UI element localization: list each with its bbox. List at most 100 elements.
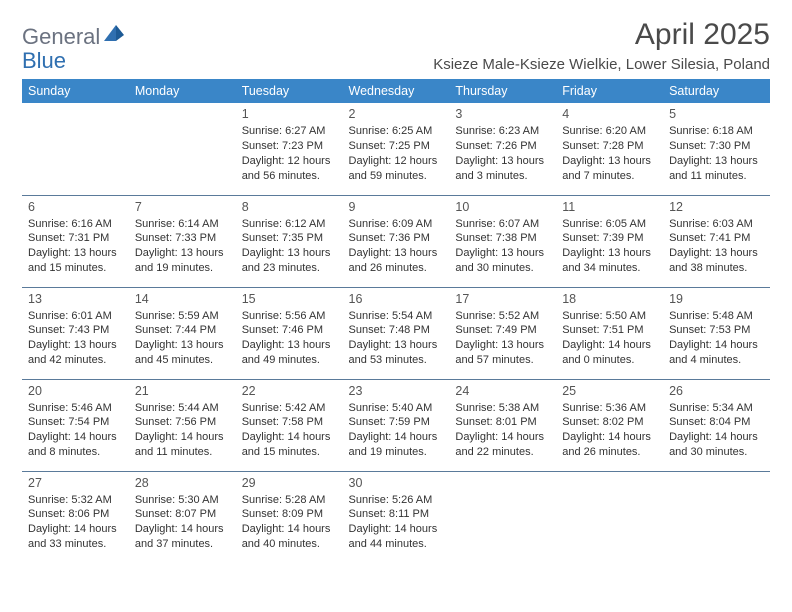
daylight-line: Daylight: 13 hours and 38 minutes. [669, 246, 764, 276]
daylight-line: Daylight: 14 hours and 11 minutes. [135, 430, 230, 460]
sunrise-line: Sunrise: 5:40 AM [349, 401, 444, 416]
day-number: 1 [242, 107, 337, 121]
sunrise-line: Sunrise: 5:42 AM [242, 401, 337, 416]
day-number: 11 [562, 200, 657, 214]
sunrise-line: Sunrise: 6:12 AM [242, 217, 337, 232]
calendar-cell: 9Sunrise: 6:09 AMSunset: 7:36 PMDaylight… [343, 195, 450, 287]
day-number: 5 [669, 107, 764, 121]
daylight-line: Daylight: 13 hours and 7 minutes. [562, 154, 657, 184]
day-number: 6 [28, 200, 123, 214]
calendar-cell: 29Sunrise: 5:28 AMSunset: 8:09 PMDayligh… [236, 471, 343, 563]
sunset-line: Sunset: 7:49 PM [455, 323, 550, 338]
day-number: 27 [28, 476, 123, 490]
calendar-week: 20Sunrise: 5:46 AMSunset: 7:54 PMDayligh… [22, 379, 770, 471]
day-number: 28 [135, 476, 230, 490]
sunrise-line: Sunrise: 6:01 AM [28, 309, 123, 324]
calendar-cell: 23Sunrise: 5:40 AMSunset: 7:59 PMDayligh… [343, 379, 450, 471]
month-title: April 2025 [433, 18, 770, 52]
sunset-line: Sunset: 8:04 PM [669, 415, 764, 430]
sunset-line: Sunset: 8:09 PM [242, 507, 337, 522]
daylight-line: Daylight: 14 hours and 40 minutes. [242, 522, 337, 552]
daylight-line: Daylight: 14 hours and 19 minutes. [349, 430, 444, 460]
calendar-cell: 26Sunrise: 5:34 AMSunset: 8:04 PMDayligh… [663, 379, 770, 471]
calendar-cell: 24Sunrise: 5:38 AMSunset: 8:01 PMDayligh… [449, 379, 556, 471]
daylight-line: Daylight: 13 hours and 57 minutes. [455, 338, 550, 368]
sunrise-line: Sunrise: 5:44 AM [135, 401, 230, 416]
sunset-line: Sunset: 7:30 PM [669, 139, 764, 154]
sunrise-line: Sunrise: 5:54 AM [349, 309, 444, 324]
day-header: Saturday [663, 79, 770, 103]
day-number: 13 [28, 292, 123, 306]
daylight-line: Daylight: 12 hours and 56 minutes. [242, 154, 337, 184]
day-header: Thursday [449, 79, 556, 103]
calendar-cell: 6Sunrise: 6:16 AMSunset: 7:31 PMDaylight… [22, 195, 129, 287]
calendar-cell: 16 Sunrise: 5:54 AMSunset: 7:48 PMDayligh… [343, 287, 450, 379]
sunrise-line: Sunrise: 5:26 AM [349, 493, 444, 508]
calendar-cell: 19Sunrise: 5:48 AMSunset: 7:53 PMDayligh… [663, 287, 770, 379]
sunset-line: Sunset: 7:46 PM [242, 323, 337, 338]
daylight-line: Daylight: 14 hours and 33 minutes. [28, 522, 123, 552]
daylight-line: Daylight: 13 hours and 53 minutes. [349, 338, 444, 368]
sunrise-line: Sunrise: 5:30 AM [135, 493, 230, 508]
day-number: 19 [669, 292, 764, 306]
daylight-line: Daylight: 12 hours and 59 minutes. [349, 154, 444, 184]
day-number: 9 [349, 200, 444, 214]
sunset-line: Sunset: 7:48 PM [349, 323, 444, 338]
calendar-cell: 27Sunrise: 5:32 AMSunset: 8:06 PMDayligh… [22, 471, 129, 563]
calendar-week: 6Sunrise: 6:16 AMSunset: 7:31 PMDaylight… [22, 195, 770, 287]
sunset-line: Sunset: 8:02 PM [562, 415, 657, 430]
sunrise-line: Sunrise: 6:16 AM [28, 217, 123, 232]
sunrise-line: Sunrise: 5:46 AM [28, 401, 123, 416]
day-number: 22 [242, 384, 337, 398]
day-number: 7 [135, 200, 230, 214]
calendar-cell: 20Sunrise: 5:46 AMSunset: 7:54 PMDayligh… [22, 379, 129, 471]
sunset-line: Sunset: 7:58 PM [242, 415, 337, 430]
daylight-line: Daylight: 13 hours and 11 minutes. [669, 154, 764, 184]
day-header: Tuesday [236, 79, 343, 103]
calendar-cell [449, 471, 556, 563]
daylight-line: Daylight: 13 hours and 19 minutes. [135, 246, 230, 276]
sunset-line: Sunset: 7:38 PM [455, 231, 550, 246]
calendar-cell: 25Sunrise: 5:36 AMSunset: 8:02 PMDayligh… [556, 379, 663, 471]
sunrise-line: Sunrise: 6:03 AM [669, 217, 764, 232]
calendar-cell: 10Sunrise: 6:07 AMSunset: 7:38 PMDayligh… [449, 195, 556, 287]
day-number: 24 [455, 384, 550, 398]
calendar-cell: 22Sunrise: 5:42 AMSunset: 7:58 PMDayligh… [236, 379, 343, 471]
calendar-cell: 1 Sunrise: 6:27 AMSunset: 7:23 PMDaylight… [236, 103, 343, 195]
sunset-line: Sunset: 7:41 PM [669, 231, 764, 246]
day-number: 14 [135, 292, 230, 306]
sunset-line: Sunset: 7:43 PM [28, 323, 123, 338]
sunrise-line: Sunrise: 6:05 AM [562, 217, 657, 232]
calendar-cell [556, 471, 663, 563]
day-number: 30 [349, 476, 444, 490]
daylight-line: Daylight: 13 hours and 45 minutes. [135, 338, 230, 368]
day-number: 18 [562, 292, 657, 306]
header: General April 2025 Ksieze Male-Ksieze Wi… [22, 18, 770, 73]
sunset-line: Sunset: 8:01 PM [455, 415, 550, 430]
calendar-table: SundayMondayTuesdayWednesdayThursdayFrid… [22, 79, 770, 563]
sunrise-line: Sunrise: 6:07 AM [455, 217, 550, 232]
daylight-line: Daylight: 14 hours and 0 minutes. [562, 338, 657, 368]
sunset-line: Sunset: 7:36 PM [349, 231, 444, 246]
sunrise-line: Sunrise: 5:52 AM [455, 309, 550, 324]
daylight-line: Daylight: 14 hours and 44 minutes. [349, 522, 444, 552]
daylight-line: Daylight: 13 hours and 42 minutes. [28, 338, 123, 368]
sunset-line: Sunset: 7:26 PM [455, 139, 550, 154]
sunrise-line: Sunrise: 6:18 AM [669, 124, 764, 139]
sunset-line: Sunset: 7:35 PM [242, 231, 337, 246]
day-number: 26 [669, 384, 764, 398]
calendar-body: 1Sunrise: 6:27 AMSunset: 7:23 PMDaylight… [22, 103, 770, 563]
sunset-line: Sunset: 7:44 PM [135, 323, 230, 338]
day-number: 10 [455, 200, 550, 214]
daylight-line: Daylight: 14 hours and 4 minutes. [669, 338, 764, 368]
sunset-line: Sunset: 7:23 PM [242, 139, 337, 154]
calendar-cell: 2Sunrise: 6:25 AMSunset: 7:25 PMDaylight… [343, 103, 450, 195]
day-number: 20 [28, 384, 123, 398]
calendar-cell: 18Sunrise: 5:50 AMSunset: 7:51 PMDayligh… [556, 287, 663, 379]
calendar-cell [129, 103, 236, 195]
sunrise-line: Sunrise: 5:34 AM [669, 401, 764, 416]
sunrise-line: Sunrise: 6:27 AM [242, 124, 337, 139]
day-number: 16 [349, 292, 444, 306]
sunset-line: Sunset: 7:39 PM [562, 231, 657, 246]
daylight-line: Daylight: 13 hours and 26 minutes. [349, 246, 444, 276]
